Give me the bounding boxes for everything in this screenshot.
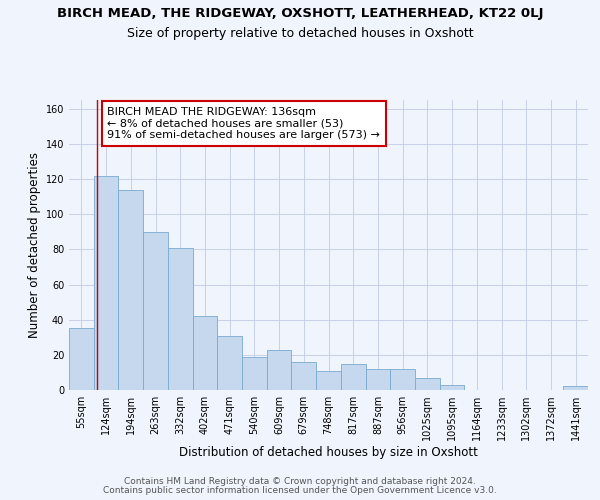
Bar	[365, 369, 390, 390]
Bar	[217, 336, 242, 390]
Text: Contains HM Land Registry data © Crown copyright and database right 2024.: Contains HM Land Registry data © Crown c…	[124, 477, 476, 486]
Text: BIRCH MEAD, THE RIDGEWAY, OXSHOTT, LEATHERHEAD, KT22 0LJ: BIRCH MEAD, THE RIDGEWAY, OXSHOTT, LEATH…	[57, 8, 543, 20]
Bar	[242, 356, 267, 390]
Bar	[390, 369, 415, 390]
Bar	[118, 190, 143, 390]
Bar	[440, 384, 464, 390]
Bar	[168, 248, 193, 390]
Y-axis label: Number of detached properties: Number of detached properties	[28, 152, 41, 338]
Bar	[316, 370, 341, 390]
Bar	[563, 386, 588, 390]
Text: BIRCH MEAD THE RIDGEWAY: 136sqm
← 8% of detached houses are smaller (53)
91% of : BIRCH MEAD THE RIDGEWAY: 136sqm ← 8% of …	[107, 107, 380, 140]
X-axis label: Distribution of detached houses by size in Oxshott: Distribution of detached houses by size …	[179, 446, 478, 459]
Bar	[292, 362, 316, 390]
Bar	[143, 232, 168, 390]
Bar	[267, 350, 292, 390]
Text: Contains public sector information licensed under the Open Government Licence v3: Contains public sector information licen…	[103, 486, 497, 495]
Bar	[94, 176, 118, 390]
Bar	[415, 378, 440, 390]
Bar	[193, 316, 217, 390]
Text: Size of property relative to detached houses in Oxshott: Size of property relative to detached ho…	[127, 28, 473, 40]
Bar	[341, 364, 365, 390]
Bar	[69, 328, 94, 390]
